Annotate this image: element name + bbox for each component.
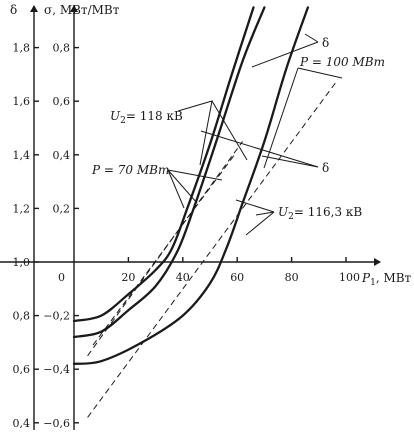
sigma-tick-label: 0,6	[53, 95, 71, 108]
delta-tick-label: 0,8	[13, 310, 31, 323]
annotation-p100: P = 100 МВт	[299, 55, 385, 69]
x-tick-label: 60	[230, 271, 244, 284]
x-tick-label: 40	[176, 271, 190, 284]
delta-tick-label: 1,4	[13, 149, 31, 162]
x-tick-label: 100	[339, 271, 360, 284]
x-tick-label: 20	[121, 271, 135, 284]
x-tick-label: 0	[58, 271, 65, 284]
series-line-1	[72, 6, 255, 323]
sigma-axis-title: σ, МВт/МВт	[44, 3, 120, 17]
delta-tick-label: 1,6	[13, 95, 31, 108]
annotation-u118: U2= 118 кВ	[110, 109, 183, 126]
annotation-delta-mid: δ	[322, 161, 329, 175]
sigma-tick-label: −0,4	[43, 363, 70, 376]
series-line-2	[72, 6, 266, 339]
annotation-u116: U2= 116,3 кВ	[278, 205, 362, 222]
sigma-tick-label: 0,8	[53, 42, 71, 55]
x-tick-label: 80	[285, 271, 299, 284]
annotation-p70: P = 70 МВт	[91, 163, 169, 177]
delta-tick-label: 1,0	[13, 256, 31, 269]
delta-axis-title: δ	[10, 3, 17, 17]
sigma-tick-label: 0,2	[53, 202, 71, 215]
annotation-delta-top: δ	[322, 36, 329, 50]
delta-tick-label: 1,2	[13, 202, 31, 215]
annotation-leaders	[167, 33, 343, 236]
delta-tick-label: 1,8	[13, 42, 31, 55]
delta-tick-label: 0,4	[13, 417, 31, 430]
sigma-tick-label: 0,4	[53, 149, 71, 162]
delta-tick-label: 0,6	[13, 363, 31, 376]
asymptote-line-3	[87, 79, 339, 418]
sigma-tick-label: −0,2	[43, 310, 70, 323]
series-line-3	[72, 6, 310, 365]
x-axis-title: P1, МВт	[361, 271, 412, 288]
sigma-tick-label: −0,6	[43, 417, 70, 430]
